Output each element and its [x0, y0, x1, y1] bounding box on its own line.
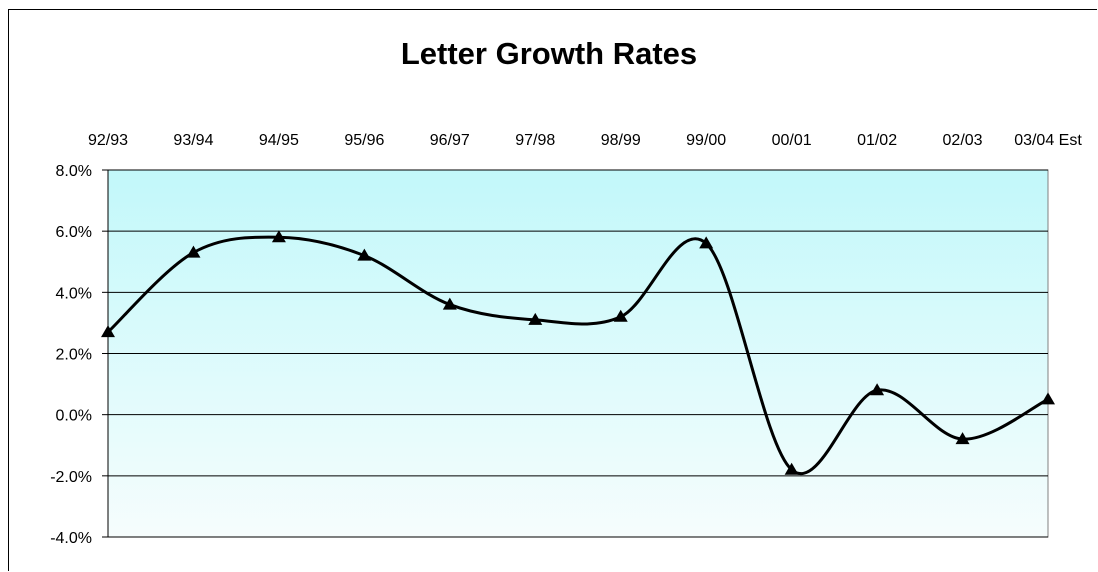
y-tick-label: 2.0%	[56, 347, 92, 364]
data-point-marker	[442, 297, 457, 310]
data-point-marker	[186, 245, 201, 258]
chart-title: Letter Growth Rates	[400, 36, 698, 71]
data-point-marker	[101, 325, 115, 338]
x-tick-label: 01/02	[857, 132, 897, 149]
data-point-marker	[1041, 392, 1055, 405]
x-tick-label: 93/94	[173, 132, 213, 149]
y-tick-label: -2.0%	[50, 469, 92, 486]
y-tick-label: 6.0%	[56, 224, 92, 241]
data-point-marker	[357, 248, 372, 261]
y-tick-label: 4.0%	[56, 285, 92, 302]
x-tick-label: 94/95	[259, 132, 299, 149]
y-tick-label: 0.0%	[56, 408, 92, 425]
x-tick-label: 96/97	[430, 132, 470, 149]
data-point-marker	[271, 230, 286, 243]
x-tick-label: 95/96	[344, 132, 384, 149]
y-tick-label: 8.0%	[56, 163, 92, 180]
x-tick-label: 02/03	[943, 132, 983, 149]
x-tick-label: 97/98	[515, 132, 555, 149]
chart-frame	[8, 9, 1097, 571]
x-tick-label: 03/04 Est	[1014, 132, 1082, 149]
data-point-marker	[699, 236, 714, 249]
x-tick-label: 92/93	[88, 132, 128, 149]
data-point-marker	[613, 309, 628, 322]
x-tick-label: 99/00	[686, 132, 726, 149]
data-point-marker	[955, 432, 970, 445]
x-axis: 92/93 93/94 94/95 95/96 96/97 97/98 98/99 99/00…	[88, 132, 1082, 171]
x-tick-label: 00/01	[772, 132, 812, 149]
x-tick-label: 98/99	[601, 132, 641, 149]
y-axis: 8.0% 6.0% 4.0% 2.0% 0.0% -2.0% -4.0%	[50, 163, 109, 547]
data-point-marker	[870, 383, 885, 396]
y-tick-label: -4.0%	[50, 530, 92, 547]
data-point-marker	[784, 462, 799, 475]
series-markers	[101, 230, 1055, 475]
data-point-marker	[528, 312, 543, 325]
